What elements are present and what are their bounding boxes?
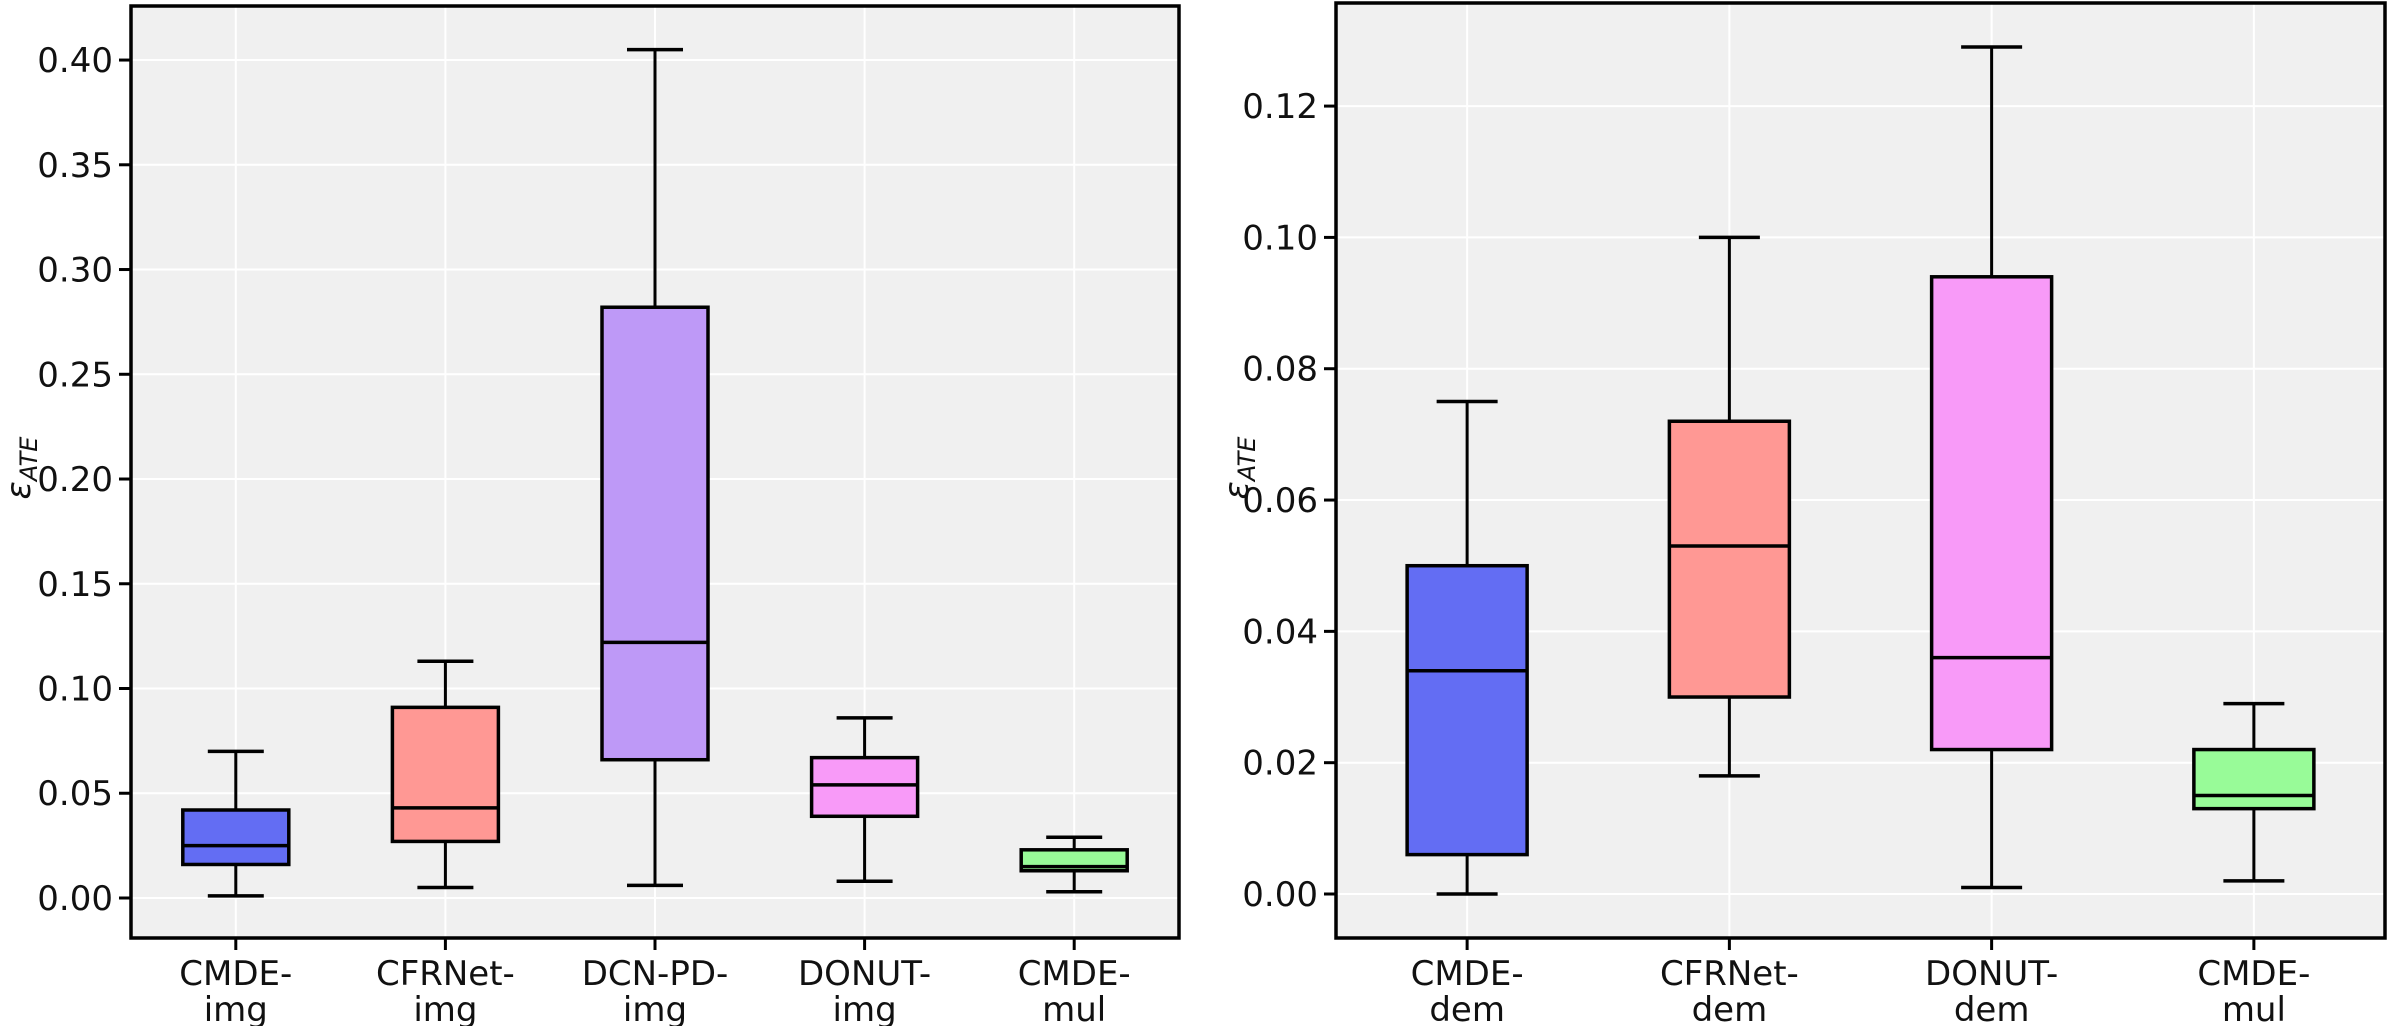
iqr-box (2192, 747, 2316, 811)
ytick-label: 0.15 (37, 565, 113, 605)
iqr-box (1667, 419, 1792, 699)
xtick-label-line2: dem (1429, 990, 1505, 1026)
box-CFRNet-img (390, 659, 501, 890)
xtick-label-line2: mul (2222, 990, 2286, 1026)
ytick-label: 0.00 (37, 879, 113, 919)
xtick-label-line2: dem (1954, 990, 2030, 1026)
ytick-label: 0.00 (1242, 875, 1318, 915)
iqr-box (600, 305, 710, 762)
xtick-label-line2: dem (1692, 990, 1768, 1026)
ytick-label: 0.10 (37, 670, 113, 710)
iqr-box (1929, 275, 2054, 752)
ytick-label: 0.08 (1242, 350, 1318, 390)
iqr-box (181, 808, 291, 867)
xtick-label-line2: img (623, 990, 687, 1026)
ytick-label: 0.10 (1242, 218, 1318, 258)
right-chart: 0.000.020.040.060.080.100.12CMDE-demCFRN… (1217, 1, 2387, 1026)
box-DONUT-img (809, 716, 920, 883)
xtick-label-line1: DONUT- (798, 954, 931, 994)
xtick-label-line1: CMDE- (1018, 954, 1131, 994)
box-CMDE-img (181, 749, 291, 898)
iqr-box (809, 755, 920, 819)
xtick-label-line2: img (204, 990, 268, 1026)
ytick-label: 0.02 (1242, 744, 1318, 784)
xtick-label-line1: CMDE- (179, 954, 292, 994)
y-axis-label: εATE (1217, 436, 1261, 500)
xtick-label-line1: CFRNet- (1660, 954, 1799, 994)
xtick-label-line1: CMDE- (2197, 954, 2310, 994)
ytick-label: 0.35 (37, 146, 113, 186)
iqr-box (1405, 563, 1529, 857)
y-axis-label-symbol: ε (1217, 481, 1257, 499)
xtick-label-line1: CMDE- (1411, 954, 1524, 994)
ytick-label: 0.04 (1242, 612, 1318, 652)
ytick-label: 0.20 (37, 460, 113, 500)
xtick-label-line2: img (413, 990, 477, 1026)
box-CFRNet-dem (1667, 235, 1792, 778)
ytick-label: 0.25 (37, 355, 113, 395)
ytick-label: 0.06 (1242, 481, 1318, 521)
axes-spines (1334, 1, 2387, 940)
iqr-box (390, 705, 501, 844)
box-CMDE-dem (1405, 399, 1529, 896)
y-axis-label: εATE (0, 436, 43, 500)
xtick-label-line2: mul (1042, 990, 1106, 1026)
xtick-label-line1: DONUT- (1925, 954, 2058, 994)
xtick-label-line1: CFRNet- (376, 954, 515, 994)
ytick-label: 0.40 (37, 41, 113, 81)
box-DCN-PD-img (600, 47, 710, 888)
y-axis-label-subscript: ATE (1233, 436, 1261, 483)
xtick-label-line1: DCN-PD- (582, 954, 729, 994)
ytick-label: 0.05 (37, 774, 113, 814)
box-CMDE-mul (2192, 701, 2316, 883)
box-DONUT-dem (1929, 45, 2054, 890)
xtick-label-line2: img (833, 990, 897, 1026)
ytick-label: 0.12 (1242, 87, 1318, 127)
box-CMDE-mul (1019, 835, 1129, 894)
y-axis-label-symbol: ε (0, 481, 39, 499)
y-axis-label-subscript: ATE (15, 436, 43, 483)
left-chart: 0.00 0.05 0.10 0.15 0.20 0.25 0.30 0.35 0.40 CMDE… (0, 4, 1181, 1026)
ytick-label: 0.30 (37, 251, 113, 291)
